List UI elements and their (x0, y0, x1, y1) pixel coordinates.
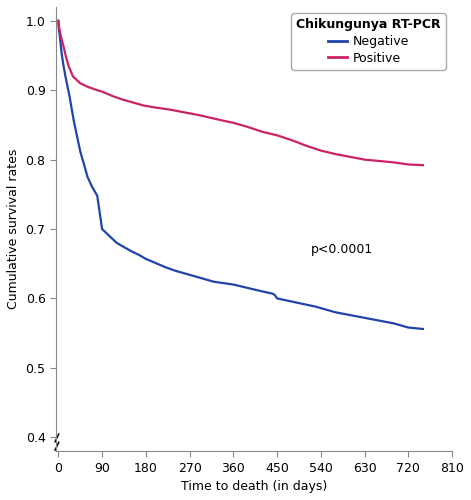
Negative (56, 18, 61, 24)
Negative (420, 326, 426, 332)
Positive (376, 158, 382, 164)
Negative (269, 290, 275, 296)
Line: Negative: Negative (58, 21, 423, 329)
Negative (192, 273, 197, 279)
Negative (71, 118, 77, 124)
Positive (303, 142, 309, 148)
Positive (391, 160, 397, 166)
Line: Positive: Positive (58, 21, 423, 165)
Positive (56, 18, 61, 24)
Negative (284, 298, 290, 304)
Positive (77, 80, 83, 86)
Negative (74, 132, 80, 138)
Positive (420, 162, 426, 168)
Positive (99, 88, 105, 94)
Positive (362, 156, 367, 162)
Negative (64, 82, 70, 87)
Positive (119, 96, 124, 102)
Positive (274, 132, 280, 138)
Negative (121, 244, 127, 250)
Negative (182, 270, 187, 276)
Positive (94, 87, 100, 93)
Positive (245, 124, 251, 130)
Negative (136, 252, 141, 258)
Negative (294, 300, 300, 306)
Negative (89, 184, 95, 190)
Positive (318, 148, 324, 154)
Text: p<0.0001: p<0.0001 (311, 244, 374, 256)
Negative (77, 148, 83, 154)
Negative (81, 160, 87, 166)
Positive (66, 63, 72, 69)
Negative (62, 72, 68, 78)
Negative (406, 324, 411, 330)
Positive (129, 99, 134, 105)
Negative (376, 318, 382, 324)
Negative (333, 310, 338, 316)
Negative (272, 292, 277, 298)
Positive (347, 154, 353, 160)
Negative (347, 312, 353, 318)
Negative (56, 26, 62, 32)
Negative (85, 174, 90, 180)
Positive (167, 106, 173, 112)
Positive (60, 42, 66, 48)
Positive (153, 104, 158, 110)
Negative (143, 256, 149, 262)
Negative (221, 280, 227, 286)
Negative (114, 240, 120, 246)
Positive (63, 52, 68, 59)
Negative (303, 302, 309, 308)
Negative (162, 264, 168, 270)
Positive (182, 110, 187, 116)
X-axis label: Time to death (in days): Time to death (in days) (181, 480, 327, 493)
Positive (333, 151, 338, 157)
Negative (211, 279, 217, 285)
Positive (209, 115, 214, 121)
Negative (391, 320, 397, 326)
Negative (57, 33, 63, 39)
Negative (245, 285, 251, 291)
Negative (260, 288, 265, 294)
Negative (58, 42, 64, 48)
Negative (313, 304, 319, 310)
Negative (106, 233, 112, 239)
Negative (323, 306, 329, 312)
Negative (94, 192, 100, 198)
Positive (230, 120, 236, 126)
Y-axis label: Cumulative survival rates: Cumulative survival rates (7, 149, 20, 309)
Positive (221, 118, 227, 124)
Legend: Negative, Positive: Negative, Positive (291, 13, 446, 70)
Positive (70, 74, 76, 80)
Negative (153, 260, 158, 266)
Positive (85, 84, 90, 90)
Positive (56, 22, 62, 28)
Positive (57, 28, 63, 34)
Negative (66, 90, 72, 96)
Positive (196, 112, 202, 118)
Negative (59, 51, 65, 57)
Positive (289, 137, 294, 143)
Negative (60, 61, 66, 67)
Positive (406, 162, 411, 168)
Negative (99, 226, 105, 232)
Positive (141, 102, 146, 108)
Negative (202, 276, 207, 282)
Positive (260, 129, 265, 135)
Positive (109, 93, 114, 99)
Negative (362, 315, 367, 321)
Negative (230, 282, 236, 288)
Negative (274, 296, 280, 302)
Positive (58, 35, 64, 41)
Negative (69, 104, 74, 110)
Negative (129, 248, 134, 254)
Negative (172, 268, 178, 274)
